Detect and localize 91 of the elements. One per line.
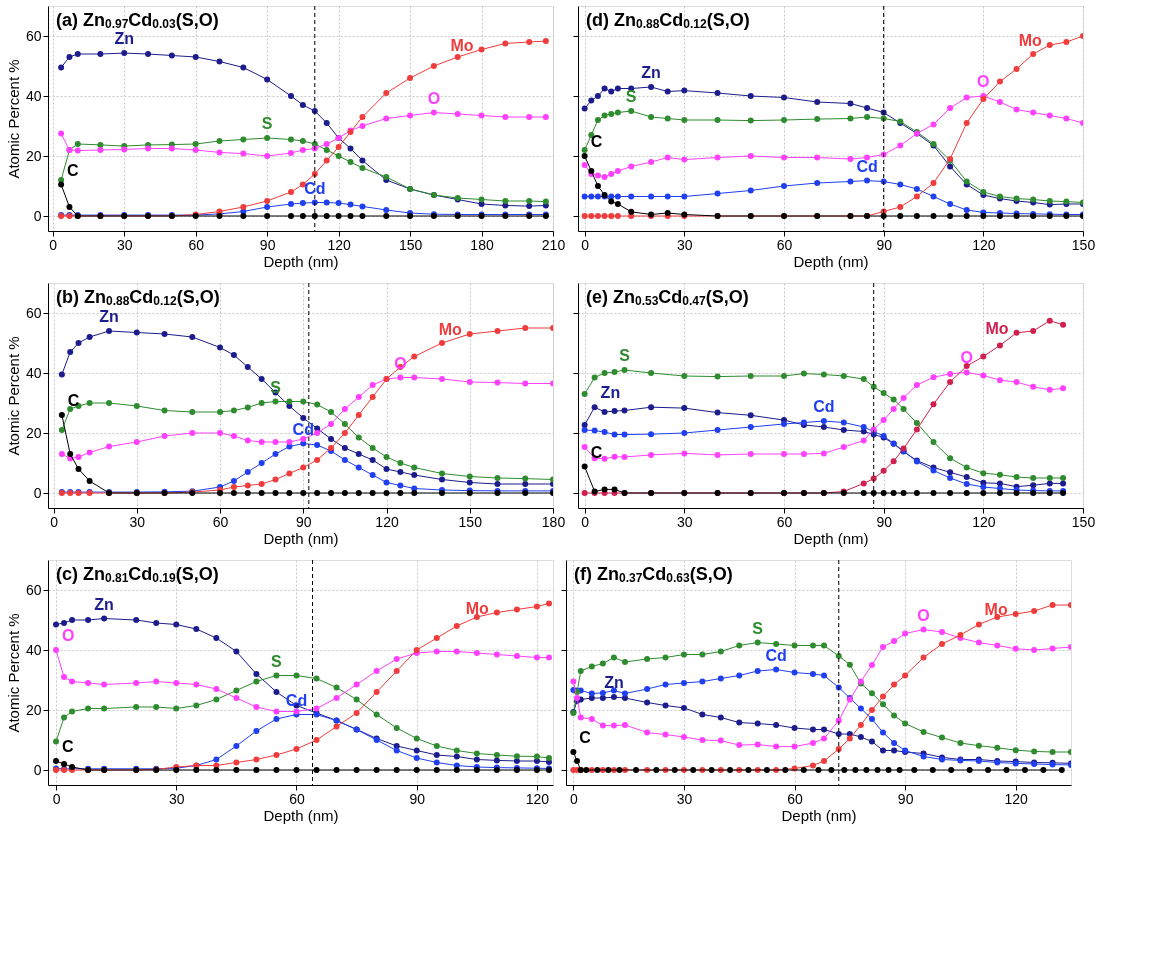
series-label: O [62,627,75,644]
series-label: O [917,606,930,624]
series-label: Zn [641,64,661,81]
x-axis-title: Depth (nm) [793,529,869,547]
x-tick-label: 210 [541,236,566,253]
x-tick-label: 30 [676,790,693,807]
x-axis-title: Depth (nm) [781,806,857,824]
series-label: Mo [1018,32,1042,49]
x-tick-label: 150 [458,513,483,530]
y-axis-title: Atomic Percent % [4,336,22,456]
series-label: C [590,443,603,461]
y-axis-title: Atomic Percent % [4,59,22,179]
series-label: Cd [765,646,787,664]
x-tick-label: 180 [541,513,566,530]
x-tick-label: 90 [259,236,276,253]
x-tick-label: 30 [677,236,693,253]
series-label: S [625,88,637,105]
x-tick-label: 90 [876,513,893,530]
x-axis-title: Depth (nm) [263,252,339,270]
series-label: Mo [465,599,490,617]
series-label: Cd [856,157,878,175]
x-tick-label: 90 [409,790,426,807]
y-tick-label: 60 [25,581,42,598]
y-tick-label: 40 [25,641,42,658]
x-tick-label: 90 [876,236,893,253]
x-axis-title: Depth (nm) [263,529,339,547]
x-tick-label: 150 [1071,236,1096,253]
series-label: C [579,729,592,746]
x-tick-label: 120 [972,513,996,530]
x-tick-label: 120 [972,236,996,253]
series-label: Mo [438,321,462,338]
x-tick-label: 150 [1071,513,1096,530]
series-label: Cd [813,398,835,415]
x-axis-title: Depth (nm) [793,252,869,270]
x-tick-label: 0 [52,790,61,807]
series-label: S [271,652,283,670]
x-tick-label: 0 [569,790,578,807]
series-label: Cd [292,420,314,438]
series-label: O [977,73,990,90]
x-tick-label: 30 [677,513,693,530]
x-tick-label: 150 [398,236,423,253]
series-label: S [619,347,631,364]
series-label: C [62,738,75,755]
series-label: Zn [94,595,114,613]
x-tick-label: 60 [776,513,793,530]
y-tick-label: 0 [33,207,42,224]
series-label: Mo [985,319,1009,337]
x-tick-label: 180 [470,236,494,253]
x-tick-label: 30 [168,790,185,807]
x-tick-label: 0 [50,513,59,530]
x-tick-label: 60 [212,513,229,530]
x-tick-label: 120 [327,236,352,253]
x-tick-label: 60 [776,236,793,253]
y-tick-label: 40 [25,364,42,381]
x-tick-label: 90 [897,790,914,807]
series-label: Zn [114,30,134,48]
series-label: Cd [304,179,326,197]
series-label: C [67,392,80,409]
y-axis-title: Atomic Percent % [4,613,22,733]
x-tick-label: 120 [525,790,550,807]
y-tick-label: 60 [25,304,42,321]
x-tick-label: 120 [1004,790,1029,807]
series-label: Zn [604,674,624,692]
series-label: C [590,133,603,150]
series-label: S [261,115,273,132]
x-tick-label: 0 [581,236,590,253]
x-tick-label: 0 [581,513,590,530]
y-tick-label: 60 [25,27,42,44]
series-label: S [752,619,764,637]
x-tick-label: 30 [116,236,133,253]
series-label: Mo [450,36,474,54]
x-tick-label: 90 [295,513,312,530]
x-tick-label: 0 [49,236,58,253]
y-tick-label: 20 [25,147,42,164]
x-tick-label: 60 [289,790,305,807]
x-tick-label: 30 [129,513,146,530]
x-tick-label: 60 [188,236,205,253]
series-label: Mo [984,601,1008,618]
series-label: O [960,349,973,367]
series-label: Zn [99,308,119,325]
y-tick-label: 20 [25,424,42,441]
x-axis-title: Depth (nm) [263,806,339,824]
series-label: O [427,89,441,107]
y-tick-label: 0 [33,761,42,778]
y-tick-label: 0 [33,484,42,501]
series-label: Zn [600,384,621,402]
x-tick-label: 60 [787,790,804,807]
x-tick-label: 120 [375,513,399,530]
y-tick-label: 40 [25,87,42,104]
y-tick-label: 20 [25,701,42,718]
series-label: C [67,161,80,179]
